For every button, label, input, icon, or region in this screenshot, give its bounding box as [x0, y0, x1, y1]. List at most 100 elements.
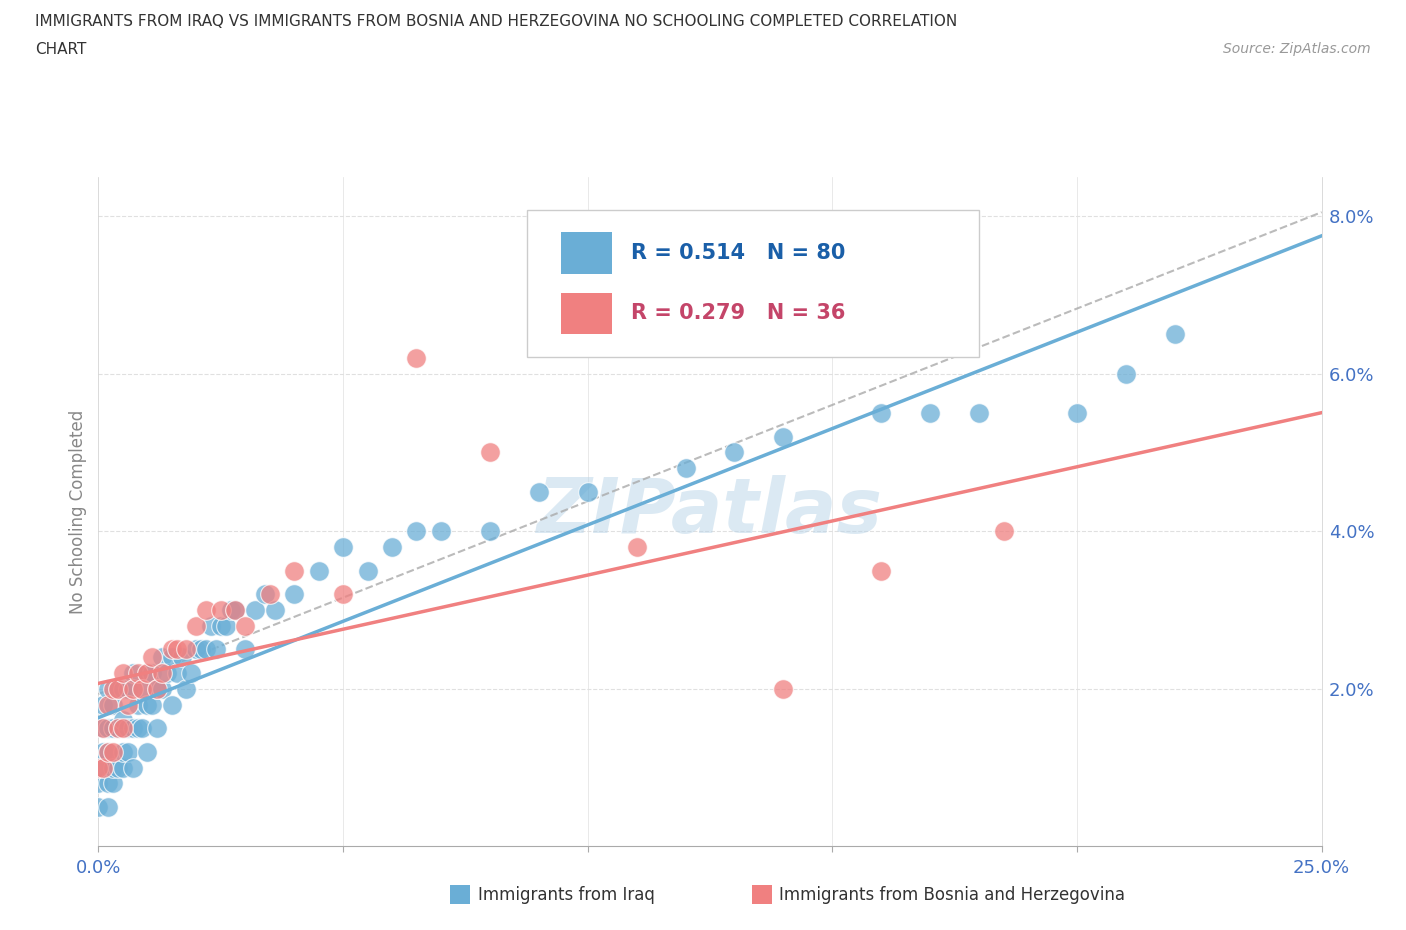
- Point: [97, 776, 120, 790]
- Text: R = 0.279   N = 36: R = 0.279 N = 36: [630, 303, 845, 324]
- Point: [195, 603, 218, 618]
- Point: [478, 445, 501, 459]
- Point: [150, 666, 173, 681]
- Point: [1164, 326, 1187, 341]
- Point: [308, 564, 330, 578]
- Point: [87, 776, 110, 790]
- Point: [117, 744, 139, 759]
- Point: [405, 351, 427, 365]
- Point: [107, 682, 129, 697]
- Point: [141, 666, 163, 681]
- Point: [205, 642, 228, 657]
- Point: [166, 642, 188, 657]
- Point: [224, 603, 246, 618]
- Point: [150, 650, 173, 665]
- Point: [101, 698, 124, 712]
- Point: [626, 539, 648, 554]
- Point: [176, 642, 198, 657]
- Point: [186, 642, 208, 657]
- Point: [97, 721, 120, 736]
- Point: [170, 650, 193, 665]
- Point: [131, 682, 153, 697]
- Text: Immigrants from Bosnia and Herzegovina: Immigrants from Bosnia and Herzegovina: [779, 885, 1125, 904]
- Point: [136, 698, 159, 712]
- Point: [160, 642, 183, 657]
- Point: [91, 721, 114, 736]
- Point: [117, 682, 139, 697]
- Point: [219, 603, 242, 618]
- Text: Immigrants from Iraq: Immigrants from Iraq: [478, 885, 655, 904]
- Point: [111, 760, 134, 775]
- Point: [121, 682, 143, 697]
- Point: [233, 642, 256, 657]
- Point: [101, 760, 124, 775]
- Point: [209, 618, 232, 633]
- Point: [675, 460, 697, 475]
- Point: [967, 405, 990, 420]
- Point: [141, 650, 163, 665]
- Point: [176, 682, 198, 697]
- Point: [870, 564, 893, 578]
- Point: [146, 682, 169, 697]
- Point: [233, 618, 256, 633]
- Point: [253, 587, 276, 602]
- Point: [87, 760, 110, 775]
- Point: [1066, 405, 1088, 420]
- Point: [131, 721, 153, 736]
- Point: [160, 650, 183, 665]
- Point: [381, 539, 404, 554]
- Point: [91, 760, 114, 775]
- Point: [920, 405, 942, 420]
- Text: R = 0.514   N = 80: R = 0.514 N = 80: [630, 243, 845, 263]
- Point: [195, 642, 218, 657]
- Point: [107, 721, 129, 736]
- Point: [121, 666, 143, 681]
- Point: [127, 666, 149, 681]
- Point: [214, 618, 236, 633]
- Point: [136, 666, 159, 681]
- Text: ZIPatlas: ZIPatlas: [537, 474, 883, 549]
- Point: [150, 682, 173, 697]
- Point: [166, 666, 188, 681]
- Point: [259, 587, 281, 602]
- Point: [283, 587, 305, 602]
- Point: [117, 698, 139, 712]
- Point: [101, 744, 124, 759]
- Point: [576, 485, 599, 499]
- Point: [993, 524, 1015, 538]
- Point: [107, 760, 129, 775]
- FancyBboxPatch shape: [561, 293, 612, 334]
- Point: [107, 682, 129, 697]
- Point: [224, 603, 246, 618]
- FancyBboxPatch shape: [526, 210, 979, 357]
- Point: [146, 721, 169, 736]
- Point: [356, 564, 378, 578]
- Point: [136, 744, 159, 759]
- Point: [87, 800, 110, 815]
- FancyBboxPatch shape: [561, 232, 612, 273]
- Point: [1115, 366, 1137, 381]
- Point: [121, 721, 143, 736]
- Point: [91, 744, 114, 759]
- Point: [160, 698, 183, 712]
- Point: [107, 721, 129, 736]
- Text: IMMIGRANTS FROM IRAQ VS IMMIGRANTS FROM BOSNIA AND HERZEGOVINA NO SCHOOLING COMP: IMMIGRANTS FROM IRAQ VS IMMIGRANTS FROM …: [35, 14, 957, 29]
- Point: [430, 524, 453, 538]
- Y-axis label: No Schooling Completed: No Schooling Completed: [69, 409, 87, 614]
- Point: [111, 682, 134, 697]
- Point: [131, 682, 153, 697]
- Point: [209, 603, 232, 618]
- Point: [772, 682, 794, 697]
- Point: [111, 712, 134, 727]
- Point: [186, 618, 208, 633]
- Point: [97, 698, 120, 712]
- Point: [332, 587, 354, 602]
- Point: [111, 666, 134, 681]
- Point: [101, 776, 124, 790]
- Point: [870, 405, 893, 420]
- Text: CHART: CHART: [35, 42, 87, 57]
- Point: [101, 682, 124, 697]
- Point: [141, 698, 163, 712]
- Point: [723, 445, 745, 459]
- Point: [91, 698, 114, 712]
